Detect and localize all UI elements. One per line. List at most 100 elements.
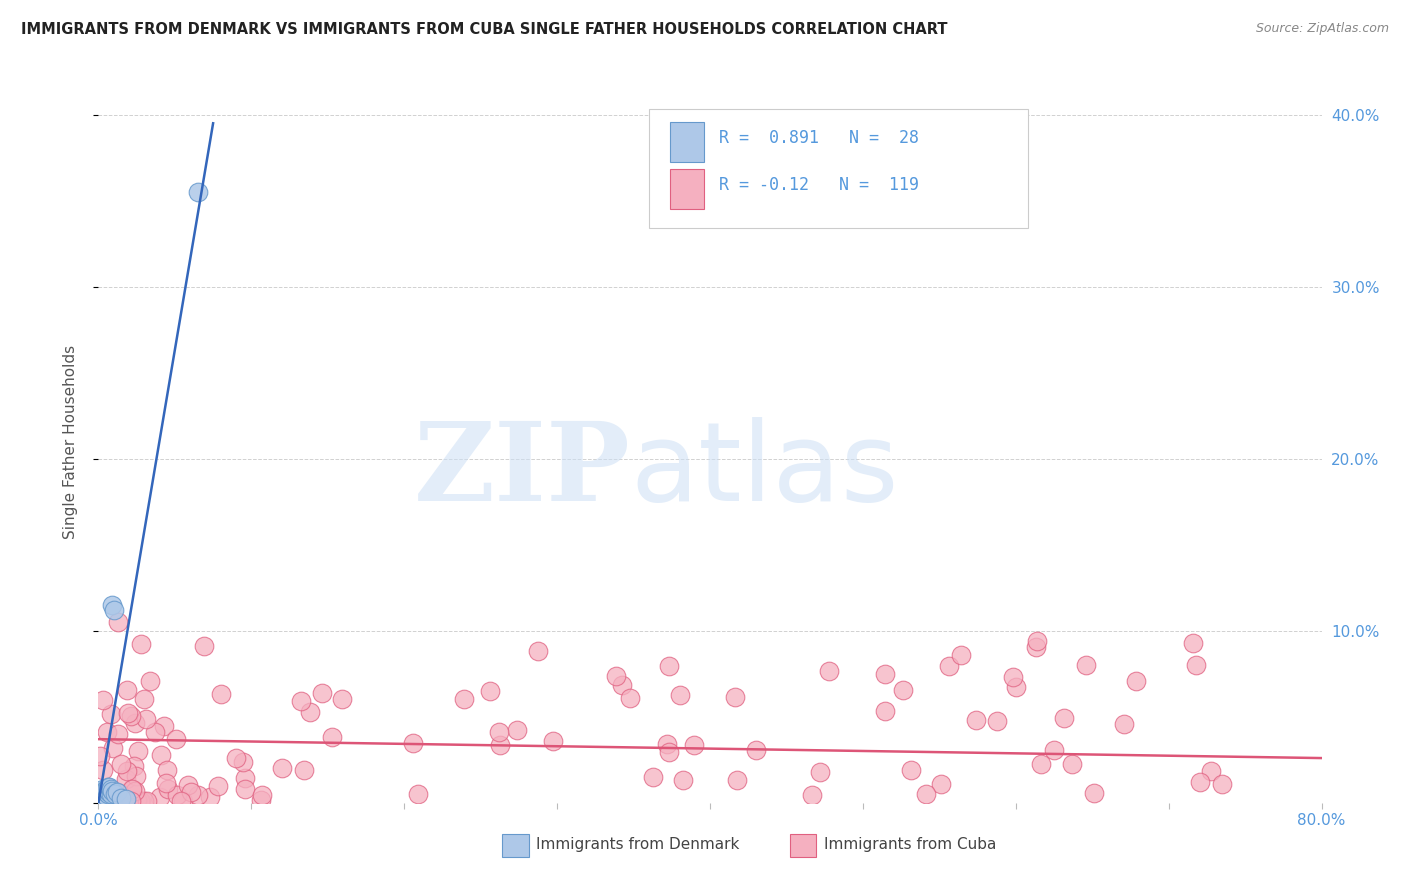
Point [100, 707, 122, 722]
Point [114, 794, 136, 808]
Point [506, 723, 529, 737]
Point [104, 787, 127, 801]
Point [135, 712, 157, 726]
Point [115, 683, 138, 698]
Point [209, 687, 232, 701]
Point [875, 704, 897, 718]
Point [668, 688, 690, 702]
Point [299, 705, 322, 719]
Bar [502, 834, 529, 857]
FancyBboxPatch shape [648, 109, 1028, 228]
Point [801, 789, 824, 803]
Point [91, 692, 114, 706]
Point [1025, 640, 1047, 655]
Point [250, 792, 273, 806]
Point [136, 794, 159, 808]
Point [1185, 657, 1208, 672]
Bar [669, 122, 704, 161]
Point [91, 785, 114, 799]
Point [915, 787, 938, 801]
Point [1053, 711, 1076, 725]
Bar [790, 834, 817, 857]
Point [1074, 657, 1097, 672]
Point [641, 770, 664, 784]
Point [139, 674, 162, 689]
Point [605, 668, 627, 682]
Point [103, 603, 125, 617]
Point [672, 772, 695, 787]
Point [180, 785, 202, 799]
Point [1060, 757, 1083, 772]
Point [488, 724, 510, 739]
Point [402, 736, 425, 750]
Point [156, 782, 179, 797]
Point [1125, 674, 1147, 689]
Point [115, 772, 138, 786]
Point [1025, 634, 1047, 648]
Point [125, 769, 148, 783]
Point [122, 759, 145, 773]
Point [235, 771, 257, 785]
Text: atlas: atlas [630, 417, 898, 524]
Point [96, 724, 118, 739]
Point [121, 782, 143, 797]
Point [128, 794, 150, 808]
Point [132, 692, 155, 706]
Point [929, 776, 952, 790]
Point [233, 781, 256, 796]
Point [655, 737, 678, 751]
Point [541, 733, 564, 747]
Point [488, 739, 510, 753]
Point [290, 694, 312, 708]
Text: Source: ZipAtlas.com: Source: ZipAtlas.com [1256, 22, 1389, 36]
Point [891, 682, 914, 697]
Point [193, 639, 215, 653]
Point [132, 794, 155, 808]
Point [93, 790, 115, 805]
Point [149, 790, 172, 805]
Point [97, 787, 120, 801]
Point [1043, 742, 1066, 756]
Point [207, 780, 229, 794]
Point [683, 738, 706, 752]
Point [321, 731, 343, 745]
Point [98, 785, 121, 799]
Point [143, 724, 166, 739]
Point [225, 751, 247, 765]
Point [110, 757, 132, 772]
Point [125, 793, 148, 807]
Point [619, 691, 641, 706]
Point [150, 747, 173, 762]
Point [965, 713, 987, 727]
Point [177, 779, 200, 793]
Point [89, 790, 111, 805]
Point [121, 781, 143, 796]
Point [1201, 764, 1223, 779]
Text: Immigrants from Cuba: Immigrants from Cuba [824, 838, 997, 852]
Point [1029, 757, 1052, 772]
Point [117, 706, 139, 720]
Point [127, 744, 149, 758]
Point [330, 691, 353, 706]
Point [938, 658, 960, 673]
Point [93, 784, 115, 798]
Text: R = -0.12   N =  119: R = -0.12 N = 119 [718, 176, 918, 194]
Point [101, 784, 124, 798]
Point [453, 691, 475, 706]
Bar [669, 169, 704, 209]
Point [408, 787, 430, 801]
Point [232, 756, 254, 770]
Point [198, 789, 221, 804]
Point [101, 789, 124, 803]
Point [100, 787, 122, 801]
Point [250, 788, 273, 802]
Point [115, 764, 138, 778]
Point [612, 678, 634, 692]
Point [479, 683, 502, 698]
Point [986, 714, 1008, 728]
Point [724, 690, 747, 705]
Point [172, 794, 194, 808]
Point [108, 786, 131, 800]
Point [270, 762, 292, 776]
Point [124, 784, 146, 798]
